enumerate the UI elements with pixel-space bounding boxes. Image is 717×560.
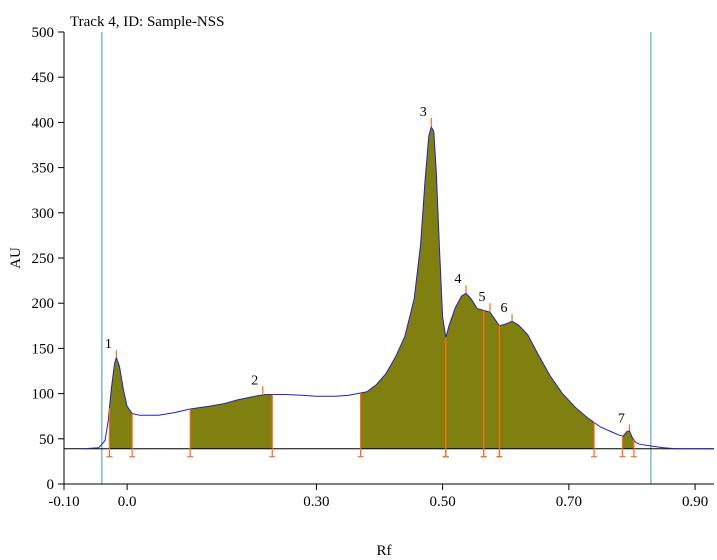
- y-tick-label: 50: [39, 432, 54, 448]
- peak-area-1: [109, 357, 133, 449]
- peak-label-5: 5: [478, 290, 485, 305]
- plot-area: 1 2 3 4 5 6 7: [64, 32, 714, 484]
- y-tick-label: 500: [32, 25, 55, 41]
- x-tick-label: -0.10: [48, 494, 79, 510]
- y-tick-label: 400: [32, 115, 55, 131]
- peak-area-3: [360, 126, 446, 449]
- y-tick-label: 450: [32, 70, 55, 86]
- y-tick-label: 250: [32, 251, 55, 267]
- peak-area-4: [445, 293, 484, 449]
- y-axis-ticks: 0 50 100 150 200 250 300 350 400 450 500: [32, 25, 64, 493]
- x-tick-label: 0.70: [556, 494, 582, 510]
- x-tick-label: 0.30: [303, 494, 329, 510]
- x-tick-label: 0.50: [430, 494, 456, 510]
- peak-area-2: [190, 394, 273, 449]
- y-tick-label: 350: [32, 161, 55, 177]
- y-tick-label: 200: [32, 296, 55, 312]
- y-tick-label: 300: [32, 206, 55, 222]
- x-tick-label: 0.0: [118, 494, 137, 510]
- peak-area-7: [622, 430, 634, 449]
- peak-label-2: 2: [251, 373, 258, 388]
- peak-label-1: 1: [105, 337, 112, 352]
- y-tick-label: 150: [32, 341, 55, 357]
- solvent-front-lines: [101, 32, 652, 484]
- y-tick-label: 0: [47, 477, 55, 493]
- peak-label-4: 4: [454, 272, 461, 287]
- peak-area-5: [483, 310, 500, 449]
- peak-markers: [106, 117, 637, 458]
- x-tick-label: 0.90: [682, 494, 708, 510]
- x-axis-label: Rf: [377, 543, 392, 559]
- peak-label-3: 3: [420, 105, 427, 120]
- peak-area-6: [499, 321, 595, 449]
- peak-labels: 1 2 3 4 5 6 7: [105, 105, 625, 426]
- chart-title: Track 4, ID: Sample-NSS: [70, 14, 224, 30]
- y-axis-label: AU: [8, 247, 24, 269]
- y-tick-label: 100: [32, 387, 55, 403]
- peak-fills: [109, 126, 634, 449]
- peak-label-6: 6: [501, 301, 508, 316]
- peak-label-7: 7: [618, 411, 625, 426]
- axes: 0 50 100 150 200 250 300 350 400 450 500 -0.10 0.0 0…: [32, 25, 714, 510]
- x-axis-ticks: -0.10 0.0 0.30 0.50 0.70 0.90: [48, 484, 708, 510]
